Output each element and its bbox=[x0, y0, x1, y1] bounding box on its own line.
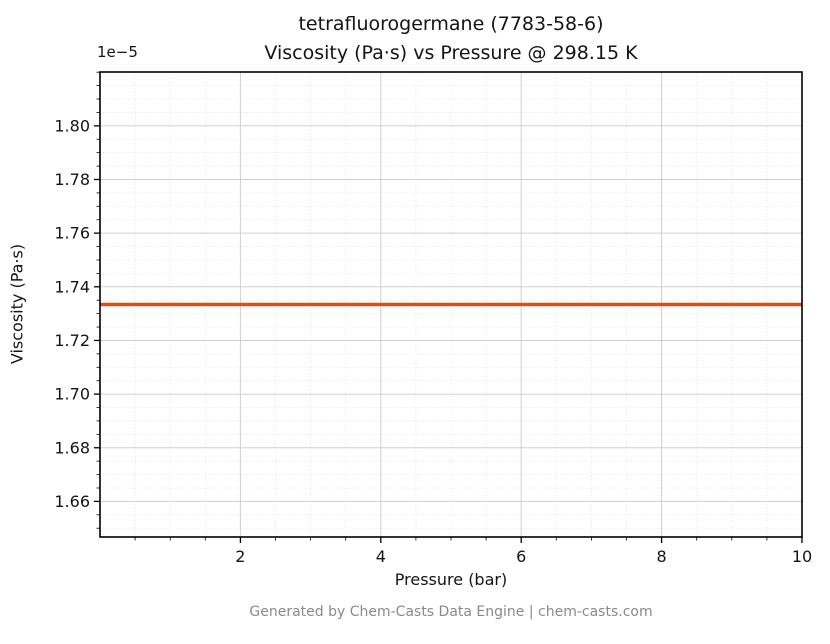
chart-title-line1: tetrafluorogermane (7783-58-6) bbox=[298, 13, 604, 35]
y-tick-label: 1.76 bbox=[54, 224, 90, 243]
y-axis-offset-label: 1e−5 bbox=[97, 43, 138, 61]
y-tick-label: 1.66 bbox=[54, 492, 90, 511]
footer-credit: Generated by Chem-Casts Data Engine | ch… bbox=[249, 604, 653, 620]
axes-border bbox=[99, 71, 803, 538]
y-tick-label: 1.70 bbox=[54, 385, 90, 404]
chart-title-line2: Viscosity (Pa·s) vs Pressure @ 298.15 K bbox=[264, 42, 638, 64]
y-tick-label: 1.68 bbox=[54, 438, 90, 457]
x-tick-label: 8 bbox=[657, 547, 667, 566]
y-tick-label: 1.80 bbox=[54, 116, 90, 135]
y-axis-label: Viscosity (Pa·s) bbox=[7, 243, 27, 365]
y-tick-label: 1.74 bbox=[54, 277, 90, 296]
y-tick-label: 1.72 bbox=[54, 331, 90, 350]
x-tick-label: 10 bbox=[792, 547, 812, 566]
x-tick-label: 4 bbox=[376, 547, 386, 566]
chart-title: tetrafluorogermane (7783-58-6) Viscosity… bbox=[100, 10, 802, 68]
x-axis-label: Pressure (bar) bbox=[394, 570, 508, 589]
x-tick-label: 2 bbox=[235, 547, 245, 566]
x-tick-label: 6 bbox=[516, 547, 526, 566]
y-tick-label: 1.78 bbox=[54, 170, 90, 189]
